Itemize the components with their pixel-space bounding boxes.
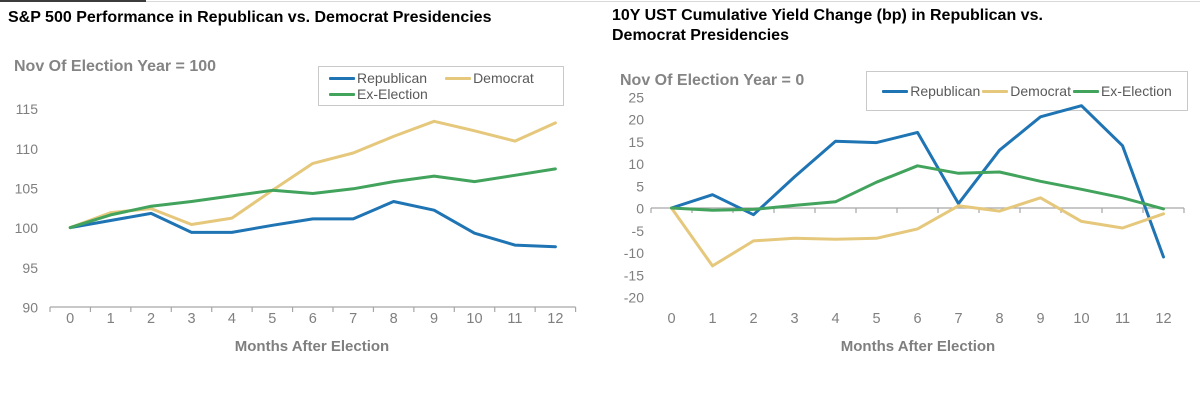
- legend-swatch-ex-election: [1072, 89, 1099, 93]
- window-edge-light: [146, 1, 1200, 2]
- y-axis-tick-label: 0: [636, 201, 644, 217]
- legend: Republican Democrat Ex-Election: [318, 66, 564, 106]
- x-axis-title: Months After Election: [234, 338, 390, 355]
- series-democrat-line: [670, 196, 1165, 268]
- x-axis-tick-label: 9: [430, 311, 438, 327]
- y-axis-tick-label: 5: [636, 178, 644, 194]
- legend-label: Republican: [910, 83, 981, 99]
- legend-label: Ex-Election: [1100, 83, 1172, 99]
- x-axis-tick-label: 11: [1115, 311, 1130, 327]
- x-axis-tick-label: 1: [708, 311, 716, 327]
- legend-swatch-ex-election: [329, 92, 355, 96]
- y-axis-tick-label: 110: [16, 141, 39, 157]
- x-axis-tick-label: 3: [790, 311, 798, 327]
- x-axis-tick-label: 12: [547, 311, 563, 327]
- y-axis-tick-label: -15: [624, 267, 644, 283]
- y-axis-tick-label: 10: [628, 156, 644, 172]
- legend-item-democrat: Democrat: [982, 83, 1071, 99]
- legend-swatch-republican: [882, 89, 909, 93]
- y-axis-tick-label: 90: [22, 300, 38, 316]
- y-axis-tick-label: 25: [628, 89, 644, 105]
- x-axis-tick-label: 1: [107, 311, 115, 327]
- ust-yield-chart: 10Y UST Cumulative Yield Change (bp) in …: [600, 0, 1200, 401]
- y-axis-tick-label: -5: [632, 223, 645, 239]
- series-ex-election-line: [68, 167, 557, 230]
- x-axis-title: Months After Election: [840, 338, 996, 355]
- chart-subtitle: Nov Of Election Year = 0: [620, 72, 805, 89]
- legend-label: Democrat: [1010, 83, 1071, 99]
- chart-title: 10Y UST Cumulative Yield Change (bp) in …: [612, 7, 1043, 44]
- x-axis-tick-label: 10: [466, 311, 482, 327]
- x-axis-tick-label: 2: [147, 311, 155, 327]
- legend-label: Ex-Election: [357, 86, 428, 102]
- legend-swatch-republican: [329, 76, 355, 80]
- window-edge-dark: [0, 0, 146, 2]
- series-republican-line: [68, 200, 557, 249]
- y-axis-tick-label: 115: [16, 101, 39, 117]
- y-axis-tick-label: -20: [624, 290, 644, 306]
- legend-swatch-democrat: [982, 89, 1009, 93]
- x-axis-tick-label: 2: [749, 311, 757, 327]
- legend-item-republican: Republican: [882, 83, 980, 99]
- y-axis-tick-label: 105: [15, 180, 39, 196]
- chart-title: S&P 500 Performance in Republican vs. De…: [8, 9, 492, 26]
- x-axis-tick-label: 7: [954, 311, 962, 327]
- legend-label: Republican: [357, 70, 428, 86]
- x-axis-tick-label: 3: [187, 311, 195, 327]
- sp500-chart: S&P 500 Performance in Republican vs. De…: [8, 9, 577, 355]
- legend-swatch-democrat: [445, 76, 472, 80]
- series-republican-line: [670, 104, 1165, 259]
- x-axis-tick-label: 0: [667, 311, 675, 327]
- x-axis-tick-label: 11: [507, 311, 522, 327]
- legend-item-republican: Republican: [329, 70, 427, 86]
- x-axis-tick-label: 6: [913, 311, 921, 327]
- legend-item-ex-election: Ex-Election: [329, 86, 428, 102]
- legend-item-democrat: Democrat: [445, 70, 534, 86]
- series-ex-election-line: [670, 164, 1165, 212]
- legend: Republican Democrat Ex-Election: [866, 71, 1188, 111]
- legend-label: Democrat: [473, 70, 534, 86]
- y-axis-tick-label: 95: [22, 260, 38, 276]
- y-axis-tick-label: 100: [15, 220, 39, 236]
- series-democrat-line: [68, 119, 557, 230]
- x-axis-tick-label: 4: [228, 311, 236, 327]
- x-axis-tick-label: 10: [1073, 311, 1089, 327]
- x-axis-tick-label: 5: [268, 311, 276, 327]
- y-axis-tick-label: 15: [628, 134, 644, 150]
- x-axis-tick-label: 4: [831, 311, 839, 327]
- x-axis-tick-label: 5: [872, 311, 880, 327]
- x-axis-tick-label: 0: [66, 311, 74, 327]
- y-axis-tick-label: -10: [624, 245, 644, 261]
- chart-subtitle: Nov Of Election Year = 100: [14, 58, 217, 75]
- x-axis-tick-label: 12: [1155, 311, 1171, 327]
- x-axis-tick-label: 6: [309, 311, 317, 327]
- x-axis-tick-label: 8: [995, 311, 1003, 327]
- x-axis-tick-label: 8: [390, 311, 398, 327]
- x-axis-tick-label: 7: [349, 311, 357, 327]
- legend-item-ex-election: Ex-Election: [1072, 83, 1172, 99]
- x-axis-tick-label: 9: [1036, 311, 1044, 327]
- y-axis-tick-label: 20: [628, 112, 644, 128]
